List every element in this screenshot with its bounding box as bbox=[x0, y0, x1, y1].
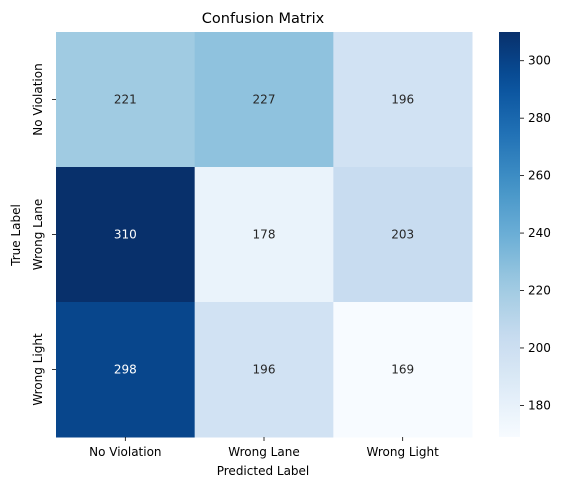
cell-value-label: 221 bbox=[114, 93, 137, 107]
chart-title: Confusion Matrix bbox=[202, 11, 325, 27]
heatmap-cell bbox=[56, 32, 196, 168]
x-axis-label: Predicted Label bbox=[217, 464, 310, 478]
colorbar-tick-label: 200 bbox=[528, 341, 551, 355]
colorbar-ticks: 180 200 220 240 260 280 300 bbox=[520, 54, 551, 412]
colorbar bbox=[499, 32, 520, 437]
y-tick-label: Wrong Lane bbox=[31, 199, 45, 270]
cell-value-label: 227 bbox=[253, 93, 276, 107]
cell-value-label: 310 bbox=[114, 228, 137, 242]
heatmap-cell bbox=[56, 302, 196, 438]
cell-value-label: 196 bbox=[391, 93, 414, 107]
colorbar-tick-label: 180 bbox=[528, 398, 551, 412]
heatmap-cells bbox=[56, 32, 473, 438]
x-axis-ticks: No Violation Wrong Lane Wrong Light bbox=[89, 437, 439, 459]
cell-value-label: 169 bbox=[391, 363, 414, 377]
x-tick-label: Wrong Lane bbox=[228, 445, 299, 459]
colorbar-tick-label: 260 bbox=[528, 169, 551, 183]
colorbar-tick-label: 300 bbox=[528, 54, 551, 68]
y-tick-label: Wrong Light bbox=[31, 333, 45, 406]
heatmap-cell bbox=[194, 167, 334, 303]
y-axis-label: True Label bbox=[9, 204, 23, 267]
y-tick-label: No Violation bbox=[31, 63, 45, 135]
heatmap-cell bbox=[333, 302, 473, 438]
x-tick-label: Wrong Light bbox=[367, 445, 440, 459]
heatmap-cell bbox=[194, 302, 334, 438]
colorbar-tick-label: 220 bbox=[528, 284, 551, 298]
heatmap-cell bbox=[194, 32, 334, 168]
colorbar-tick-label: 280 bbox=[528, 111, 551, 125]
heatmap-cell-labels: 221 227 196 310 178 203 298 196 169 bbox=[114, 93, 414, 377]
heatmap-cell bbox=[333, 32, 473, 168]
colorbar-tick-label: 240 bbox=[528, 226, 551, 240]
cell-value-label: 298 bbox=[114, 363, 137, 377]
cell-value-label: 203 bbox=[391, 228, 414, 242]
cell-value-label: 196 bbox=[253, 363, 276, 377]
cell-value-label: 178 bbox=[253, 228, 276, 242]
x-tick-label: No Violation bbox=[89, 445, 161, 459]
heatmap-cell bbox=[56, 167, 196, 303]
y-axis-ticks: No Violation Wrong Lane Wrong Light bbox=[31, 63, 56, 406]
heatmap-cell bbox=[333, 167, 473, 303]
